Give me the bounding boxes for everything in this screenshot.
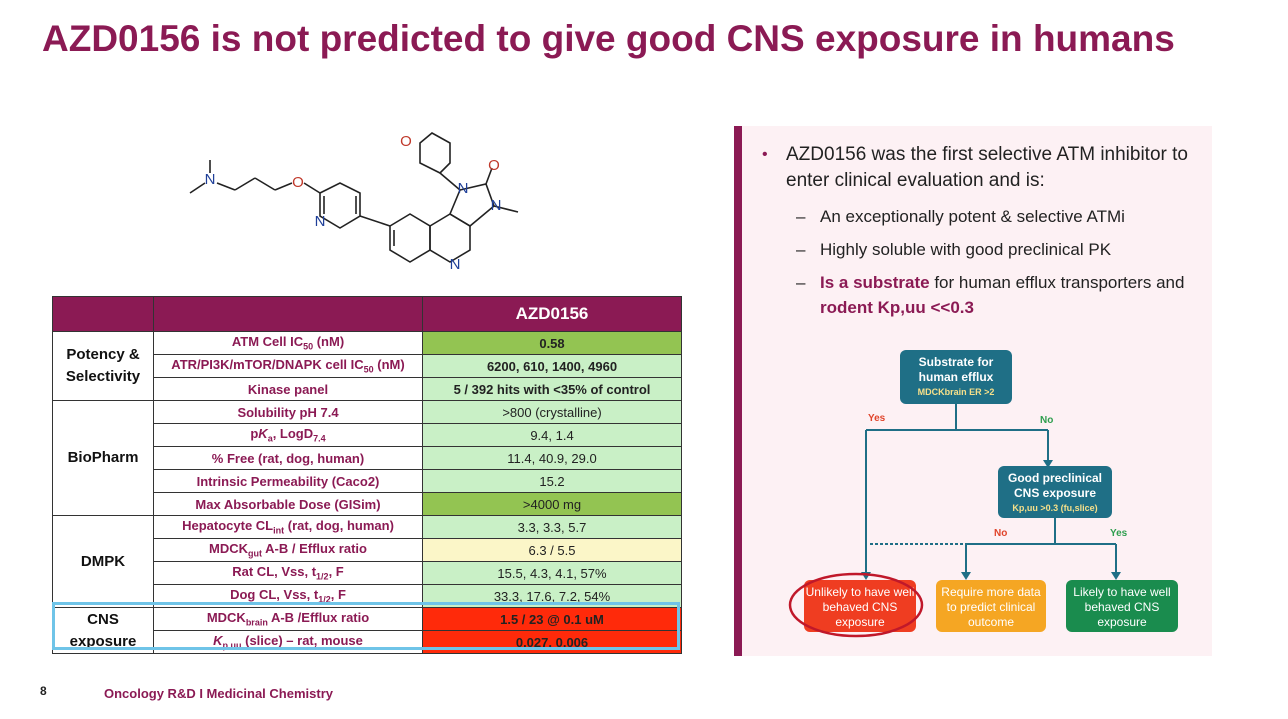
value-atm-ic50: 0.58	[422, 331, 682, 355]
dash-icon: –	[796, 240, 806, 259]
value-hepatocyte-cl: 3.3, 3.3, 5.7	[422, 515, 682, 539]
atom-n-amine: N	[205, 171, 216, 188]
flow-box-substrate-criterion: MDCKbrain ER >2	[917, 387, 995, 397]
bullet-sub-1-text: An exceptionally potent & selective ATMi	[820, 207, 1125, 226]
flow-box-substrate: Substrate for human efflux MDCKbrain ER …	[900, 350, 1012, 404]
bullet-sub-3-text: for human efflux transporters and	[929, 273, 1185, 292]
category-cns: CNS exposure	[52, 607, 154, 654]
atom-n-quinoline: N	[450, 256, 461, 273]
bullet-main-text: AZD0156 was the first selective ATM inhi…	[786, 144, 1188, 191]
dash-icon: –	[796, 207, 806, 226]
value-percent-free: 11.4, 40.9, 29.0	[422, 446, 682, 470]
bullet-sub-2-text: Highly soluble with good preclinical PK	[820, 240, 1112, 259]
category-dmpk: DMPK	[52, 515, 154, 608]
bullet-sub-2: – Highly soluble with good preclinical P…	[762, 237, 1212, 262]
bullet-list: • AZD0156 was the first selective ATM in…	[762, 142, 1212, 328]
value-max-dose: >4000 mg	[422, 492, 682, 516]
value-kpuu: 0.027, 0.006	[422, 630, 682, 654]
footer-text: Oncology R&D I Medicinal Chemistry	[104, 686, 333, 701]
param-hepatocyte-cl: Hepatocyte CLint (rat, dog, human)	[153, 515, 423, 539]
param-selectivity-ic50: ATR/PI3K/mTOR/DNAPK cell IC50 (nM)	[153, 354, 423, 378]
summary-panel: • AZD0156 was the first selective ATM in…	[734, 126, 1212, 656]
param-pka-logd: pKa, LogD7.4	[153, 423, 423, 447]
outcome-require-data: Require more data to predict clinical ou…	[936, 580, 1046, 632]
atom-n-imidazole: N	[458, 180, 469, 197]
param-percent-free: % Free (rat, dog, human)	[153, 446, 423, 470]
atom-n-pyridine: N	[315, 213, 326, 230]
bullet-sub-1: – An exceptionally potent & selective AT…	[762, 204, 1212, 229]
bullet-sub-3-bold: Is a substrate	[820, 273, 930, 292]
label-yes-2: Yes	[1110, 528, 1128, 539]
value-dog-pk: 33.3, 17.6, 7.2, 54%	[422, 584, 682, 608]
value-kinase-panel: 5 / 392 hits with <35% of control	[422, 377, 682, 401]
page-number: 8	[40, 684, 47, 698]
flowchart-connectors	[861, 403, 1121, 580]
bullet-main: • AZD0156 was the first selective ATM in…	[762, 142, 1212, 194]
atom-n-methyl: N	[491, 197, 502, 214]
flow-box-preclinical-title: Good preclinical CNS exposure	[1007, 471, 1103, 500]
compound-profile-table: AZD0156 Potency & Selectivity ATM Cell I…	[52, 296, 682, 654]
outcome-likely: Likely to have well behaved CNS exposure	[1066, 580, 1178, 632]
category-potency: Potency & Selectivity	[52, 331, 154, 401]
value-permeability: 15.2	[422, 469, 682, 493]
label-yes-1: Yes	[868, 413, 886, 424]
param-mdck-brain: MDCKbrain A-B /Efflux ratio	[153, 607, 423, 631]
atom-o-ether: O	[292, 174, 304, 191]
value-selectivity-ic50: 6200, 610, 1400, 4960	[422, 354, 682, 378]
header-empty-1	[52, 296, 154, 332]
bullet-sub-3: – Is a substrate for human efflux transp…	[762, 270, 1212, 320]
outcome-unlikely-circle	[788, 572, 924, 638]
atom-o-carbonyl: O	[488, 157, 500, 174]
param-permeability: Intrinsic Permeability (Caco2)	[153, 469, 423, 493]
value-rat-pk: 15.5, 4.3, 4.1, 57%	[422, 561, 682, 585]
param-solubility: Solubility pH 7.4	[153, 400, 423, 424]
param-rat-pk: Rat CL, Vss, t1/2, F	[153, 561, 423, 585]
flow-box-preclinical: Good preclinical CNS exposure Kp,uu >0.3…	[998, 466, 1112, 518]
param-dog-pk: Dog CL, Vss, t1/2, F	[153, 584, 423, 608]
header-compound: AZD0156	[422, 296, 682, 332]
value-mdck-brain: 1.5 / 23 @ 0.1 uM	[422, 607, 682, 631]
bullet-dot-icon: •	[762, 146, 768, 163]
param-max-dose: Max Absorbable Dose (GISim)	[153, 492, 423, 516]
dash-icon: –	[796, 273, 806, 292]
label-no-2: No	[994, 528, 1008, 539]
header-empty-2	[153, 296, 423, 332]
slide-title: AZD0156 is not predicted to give good CN…	[42, 18, 1175, 59]
label-no-1: No	[1040, 415, 1054, 426]
param-mdck-gut: MDCKgut A-B / Efflux ratio	[153, 538, 423, 562]
chemical-structure: N O N N N N O O	[189, 132, 519, 273]
value-pka-logd: 9.4, 1.4	[422, 423, 682, 447]
flow-box-substrate-title: Substrate for human efflux	[918, 355, 994, 384]
value-solubility: >800 (crystalline)	[422, 400, 682, 424]
param-kpuu: Kp,uu (slice) – rat, mouse	[153, 630, 423, 654]
bullet-sub-3-bold2: rodent Kp,uu <<0.3	[820, 298, 974, 317]
outcome-unlikely: Unlikely to have well behaved CNS exposu…	[804, 580, 916, 632]
value-mdck-gut: 6.3 / 5.5	[422, 538, 682, 562]
flow-box-preclinical-criterion: Kp,uu >0.3 (fu,slice)	[1012, 503, 1098, 513]
atom-o-oxane: O	[400, 133, 412, 150]
param-kinase-panel: Kinase panel	[153, 377, 423, 401]
param-atm-ic50: ATM Cell IC50 (nM)	[153, 331, 423, 355]
category-biopharm: BioPharm	[52, 400, 154, 516]
